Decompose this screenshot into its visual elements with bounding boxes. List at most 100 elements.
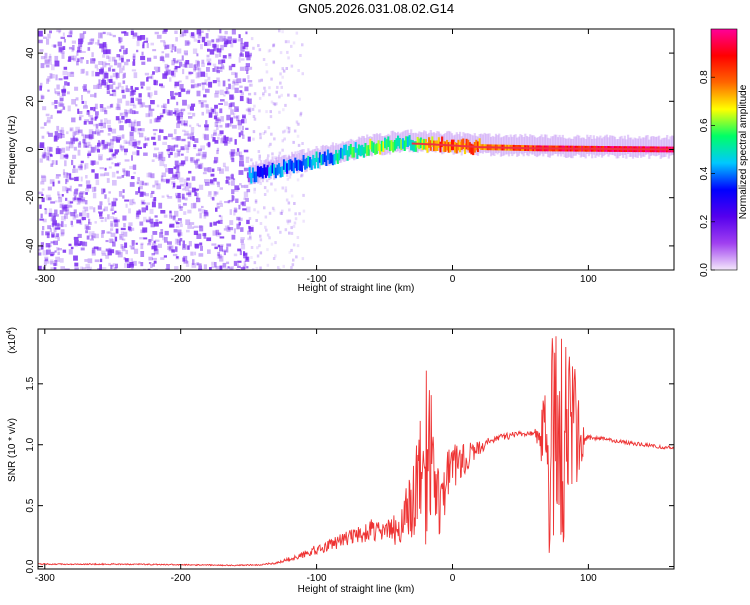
noise-speckle: [192, 259, 195, 265]
noise-speckle: [97, 131, 101, 136]
noise-speckle: [108, 202, 111, 206]
noise-speckle: [201, 59, 205, 64]
noise-speckle: [84, 200, 88, 205]
noise-speckle: [41, 197, 45, 203]
noise-speckle: [132, 141, 137, 147]
noise-speckle: [80, 163, 83, 170]
noise-speckle: [118, 55, 124, 61]
ridge-core: [370, 141, 374, 152]
noise-speckle: [96, 149, 100, 153]
noise-speckle: [116, 176, 122, 179]
noise-speckle: [160, 175, 164, 181]
noise-speckle: [64, 160, 67, 167]
ridge-halo: [666, 135, 669, 155]
noise-speckle: [274, 188, 277, 192]
noise-speckle: [114, 163, 120, 167]
noise-speckle: [109, 33, 113, 36]
noise-speckle: [140, 86, 144, 89]
noise-speckle: [67, 200, 72, 206]
y-tick-label: 20: [25, 95, 36, 107]
noise-speckle: [192, 136, 195, 141]
noise-speckle: [300, 158, 303, 162]
noise-speckle: [197, 39, 201, 43]
noise-speckle: [216, 150, 219, 155]
ridge-core: [354, 142, 357, 153]
ridge-core: [336, 153, 339, 164]
noise-speckle: [133, 171, 136, 175]
ridge-core: [351, 147, 354, 158]
ridge-core: [356, 148, 359, 159]
noise-speckle: [47, 225, 51, 230]
noise-speckle: [79, 33, 85, 39]
noise-speckle: [118, 41, 122, 44]
noise-speckle: [152, 231, 158, 235]
ridge-halo: [483, 132, 486, 153]
y-tick-label: -40: [25, 238, 36, 253]
noise-speckle: [45, 59, 51, 64]
noise-speckle: [82, 241, 88, 247]
noise-speckle: [145, 138, 150, 141]
noise-speckle: [209, 49, 215, 55]
noise-speckle: [90, 160, 96, 165]
noise-speckle: [162, 141, 167, 145]
noise-speckle: [220, 44, 224, 51]
noise-speckle: [159, 160, 165, 167]
noise-speckle: [242, 134, 245, 139]
noise-speckle: [91, 186, 96, 193]
noise-speckle: [122, 195, 125, 199]
noise-speckle: [237, 260, 242, 263]
noise-speckle: [231, 181, 235, 186]
noise-speckle: [258, 96, 262, 100]
noise-speckle: [111, 171, 116, 178]
noise-speckle: [155, 155, 160, 159]
ridge-halo: [486, 133, 489, 153]
ridge-peak-trace: [411, 142, 673, 151]
noise-speckle: [280, 93, 283, 97]
noise-speckle: [74, 262, 79, 267]
noise-speckle: [198, 208, 202, 212]
noise-speckle: [190, 79, 195, 84]
noise-speckle: [194, 243, 200, 248]
noise-speckle: [295, 255, 298, 259]
noise-speckle: [235, 198, 239, 203]
noise-speckle: [207, 62, 212, 66]
noise-speckle: [176, 239, 181, 245]
noise-speckle: [270, 182, 273, 186]
noise-speckle: [61, 147, 66, 153]
noise-speckle: [269, 142, 272, 146]
noise-speckle: [147, 239, 151, 245]
noise-speckle: [154, 245, 158, 251]
noise-speckle: [72, 215, 77, 220]
ridge-halo: [410, 129, 413, 149]
noise-speckle: [101, 253, 107, 256]
noise-speckle: [109, 65, 113, 68]
ridge-core: [459, 141, 462, 153]
noise-speckle: [163, 237, 168, 243]
noise-speckle: [233, 112, 236, 117]
noise-speckle: [63, 76, 69, 80]
noise-speckle: [90, 94, 95, 98]
ridge-core: [400, 139, 403, 150]
noise-speckle: [224, 166, 229, 172]
noise-speckle: [171, 59, 175, 66]
noise-speckle: [245, 159, 250, 163]
noise-speckle: [39, 49, 44, 52]
noise-speckle: [110, 75, 113, 81]
noise-speckle: [59, 96, 64, 101]
noise-speckle: [146, 77, 149, 82]
noise-speckle: [259, 132, 262, 136]
noise-speckle: [184, 144, 190, 150]
noise-speckle: [212, 230, 217, 236]
noise-speckle: [170, 91, 174, 97]
noise-speckle: [71, 117, 76, 123]
noise-speckle: [219, 168, 224, 174]
noise-speckle: [46, 116, 51, 122]
noise-speckle: [56, 146, 60, 150]
noise-speckle: [177, 233, 181, 237]
noise-speckle: [173, 129, 177, 135]
y-tick-label: 0.0: [25, 559, 36, 573]
noise-speckle: [122, 65, 125, 71]
noise-speckle: [237, 38, 241, 42]
noise-speckle: [203, 103, 208, 108]
noise-speckle: [169, 214, 172, 219]
